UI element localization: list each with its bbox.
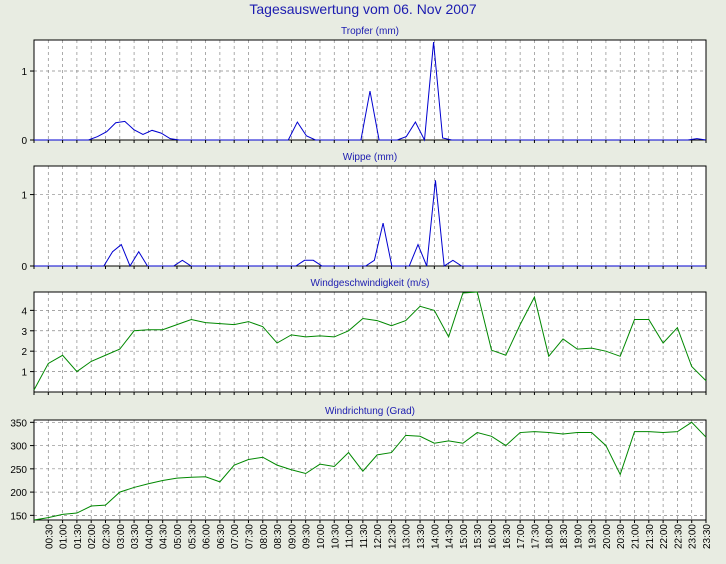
x-tick-label: 21:00 <box>631 524 642 549</box>
panel-title: Wippe (mm) <box>343 152 397 163</box>
x-tick-label: 06:30 <box>216 524 227 549</box>
x-tick-label: 15:30 <box>473 524 484 549</box>
y-tick-label: 1 <box>21 191 27 202</box>
y-tick-label: 3 <box>21 327 27 338</box>
y-tick-label: 150 <box>10 511 27 522</box>
x-tick-label: 10:30 <box>330 524 341 549</box>
x-tick-label: 05:00 <box>173 524 184 549</box>
x-tick-label: 07:30 <box>244 524 255 549</box>
x-tick-label: 08:00 <box>259 524 270 549</box>
x-tick-label: 02:30 <box>101 524 112 549</box>
panel-title: Tropfer (mm) <box>341 26 399 37</box>
x-tick-label: 01:30 <box>73 524 84 549</box>
x-tick-label: 07:00 <box>230 524 241 549</box>
y-tick-label: 350 <box>10 418 27 429</box>
x-tick-label: 15:00 <box>459 524 470 549</box>
x-tick-label: 06:00 <box>202 524 213 549</box>
page-title: Tagesauswertung vom 06. Nov 2007 <box>249 1 476 17</box>
plot-area <box>34 420 706 520</box>
x-tick-label: 23:30 <box>702 524 713 549</box>
x-tick-label: 03:30 <box>130 524 141 549</box>
x-tick-label: 08:30 <box>273 524 284 549</box>
chart-panel-2: 0 1 Wippe (mm) <box>21 152 707 273</box>
y-tick-label: 2 <box>21 347 27 358</box>
x-tick-label: 03:00 <box>116 524 127 549</box>
y-tick-label: 1 <box>21 67 27 78</box>
x-tick-label: 18:30 <box>559 524 570 549</box>
x-tick-label: 22:30 <box>673 524 684 549</box>
x-tick-label: 13:30 <box>416 524 427 549</box>
plot-area <box>34 40 706 140</box>
x-tick-label: 01:00 <box>59 524 70 549</box>
x-tick-label: 12:30 <box>387 524 398 549</box>
x-tick-label: 02:00 <box>87 524 98 549</box>
x-tick-label: 12:00 <box>373 524 384 549</box>
plot-frame <box>33 39 707 141</box>
x-tick-label: 16:00 <box>488 524 499 549</box>
y-tick-label: 300 <box>10 442 27 453</box>
x-tick-label: 19:00 <box>573 524 584 549</box>
x-tick-label: 05:30 <box>187 524 198 549</box>
x-tick-label: 19:30 <box>588 524 599 549</box>
y-tick-label: 4 <box>21 306 27 317</box>
x-tick-label: 22:00 <box>659 524 670 549</box>
chart-panel-4: 150 200 250 300 350 Windrichtung (Grad) <box>10 406 707 523</box>
y-tick-label: 0 <box>21 262 27 273</box>
x-tick-label: 09:00 <box>287 524 298 549</box>
chart-panel-1: 0 1 Tropfer (mm) <box>21 26 707 147</box>
x-tick-label: 09:30 <box>302 524 313 549</box>
y-tick-label: 250 <box>10 465 27 476</box>
x-tick-label: 11:00 <box>345 524 356 549</box>
plot-frame <box>33 291 707 393</box>
x-tick-label: 20:00 <box>602 524 613 549</box>
y-tick-label: 0 <box>21 136 27 147</box>
plot-frame <box>33 165 707 267</box>
chart-panel-3: 1 2 3 4 Windgeschwindigkeit (m/s) <box>21 278 707 395</box>
x-tick-label: 14:00 <box>430 524 441 549</box>
x-tick-label: 21:30 <box>645 524 656 549</box>
x-axis-labels: 00:30 01:00 01:30 02:00 02:30 03:00 03:30 04:00… <box>44 524 713 549</box>
x-tick-label: 14:30 <box>445 524 456 549</box>
series-line <box>34 180 706 268</box>
x-tick-label: 00:30 <box>44 524 55 549</box>
panel-title: Windrichtung (Grad) <box>325 406 415 417</box>
y-tick-label: 200 <box>10 488 27 499</box>
panel-title: Windgeschwindigkeit (m/s) <box>311 278 430 289</box>
plot-area <box>34 166 706 266</box>
plot-frame <box>33 419 707 521</box>
x-tick-label: 17:00 <box>516 524 527 549</box>
x-tick-label: 16:30 <box>502 524 513 549</box>
x-tick-label: 04:30 <box>159 524 170 549</box>
series-line <box>34 42 707 142</box>
x-tick-label: 10:00 <box>316 524 327 549</box>
series-line <box>33 421 707 521</box>
x-tick-label: 04:00 <box>144 524 155 549</box>
x-tick-label: 18:00 <box>545 524 556 549</box>
x-tick-label: 17:30 <box>530 524 541 549</box>
plot-area <box>34 292 706 392</box>
x-tick-label: 20:30 <box>616 524 627 549</box>
x-tick-label: 23:00 <box>688 524 699 549</box>
x-tick-label: 11:30 <box>359 524 370 549</box>
y-tick-label: 1 <box>21 368 27 379</box>
series-line <box>33 291 707 391</box>
x-tick-label: 13:00 <box>402 524 413 549</box>
